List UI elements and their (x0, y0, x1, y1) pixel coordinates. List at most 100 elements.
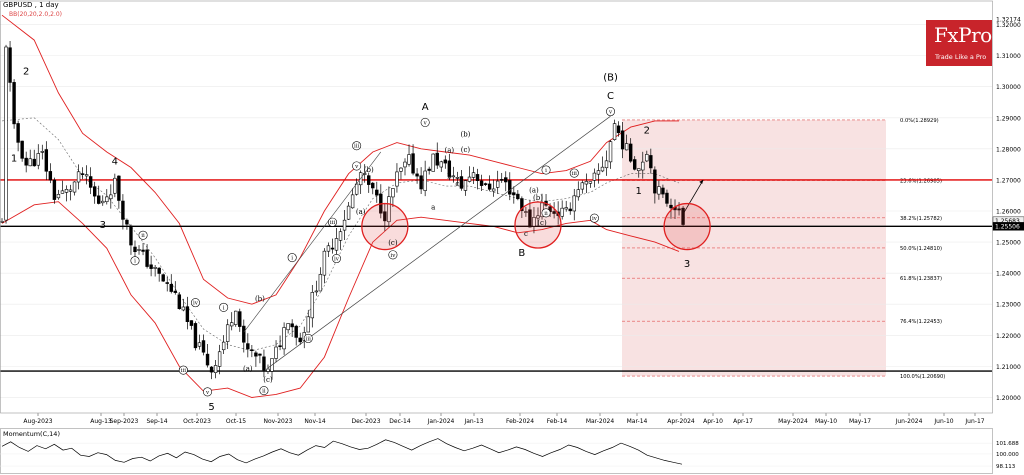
bull-candle (60, 190, 65, 194)
bull-candle (455, 177, 460, 179)
letter-label: (c) (461, 146, 471, 154)
bear-candle (145, 249, 149, 267)
fib-level-label: 50.0%(1.24810) (900, 246, 942, 252)
bull-candle (217, 351, 222, 367)
wave-label: 3 (684, 259, 690, 270)
bear-candle (411, 153, 415, 174)
bull-candle (572, 195, 576, 212)
bear-candle (12, 82, 16, 125)
bull-candle (0, 221, 4, 223)
bull-candle (338, 231, 343, 241)
bull-candle (101, 200, 105, 204)
bull-candle (105, 196, 109, 203)
bear-candle (246, 343, 250, 350)
bull-candle (109, 194, 113, 200)
bear-candle (238, 311, 242, 327)
bull-candle (403, 161, 407, 168)
bear-candle (475, 174, 480, 181)
bear-candle (117, 175, 121, 201)
bull-candle (72, 181, 77, 193)
bear-candle (161, 274, 165, 282)
letter-label: (a) (356, 208, 366, 216)
bear-candle (20, 140, 24, 159)
bull-candle (524, 211, 528, 213)
momentum-tick-label: 100.000 (996, 452, 1019, 458)
bear-candle (620, 130, 625, 150)
bull-candle (113, 177, 117, 194)
bull-candle (4, 46, 8, 221)
bull-candle (584, 181, 589, 185)
bear-candle (205, 353, 210, 366)
bull-candle (36, 153, 40, 166)
bull-candle (64, 189, 69, 193)
bear-candle (48, 171, 53, 181)
roman-label: i (134, 259, 136, 265)
price-tag-box (992, 222, 1024, 231)
roman-label: iii (330, 220, 336, 226)
bull-candle (266, 368, 270, 372)
bear-candle (201, 340, 206, 353)
bear-candle (185, 306, 190, 322)
bear-candle (92, 186, 97, 197)
bear-candle (628, 143, 633, 162)
bull-candle (536, 215, 540, 219)
bear-candle (447, 160, 452, 177)
target-arrow (682, 179, 704, 215)
roman-label-circle (420, 117, 430, 127)
bull-candle (310, 292, 315, 319)
bear-candle (258, 353, 262, 356)
fib-level-label: 61.8%(1.23837) (900, 276, 942, 282)
bear-candle (24, 157, 28, 166)
y-tick-label: 1.24000 (996, 271, 1021, 278)
middle-band (1, 117, 680, 352)
wave-label: 2 (23, 66, 29, 77)
bear-candle (367, 175, 371, 185)
letter-label: (a) (243, 365, 253, 373)
highlight-circle (663, 202, 711, 251)
bear-candle (633, 159, 637, 170)
x-tick-label: Sep-2023 (110, 418, 139, 425)
bear-candle (415, 173, 419, 177)
bull-candle (282, 327, 286, 350)
fxpro-logo: FxPro Trade Like a Pro (926, 20, 992, 66)
bull-candle (423, 170, 427, 191)
bull-candle (467, 176, 472, 182)
bear-candle (250, 349, 254, 351)
roman-label: iv (334, 257, 340, 263)
wave-label: C (607, 91, 614, 102)
letter-label: c (524, 230, 528, 238)
roman-label-circle (606, 107, 616, 117)
horizontal-levels (0, 179, 992, 372)
roman-label: i (223, 305, 225, 311)
momentum-tick-label: 101.688 (996, 441, 1019, 447)
x-tick-label: May-2024 (778, 418, 808, 425)
bear-candle (16, 123, 20, 143)
bull-candle (334, 238, 339, 251)
bear-candle (8, 47, 12, 83)
bear-candle (512, 192, 516, 196)
chart-title: GBPUSD , 1 day (3, 1, 59, 9)
bear-candle (294, 325, 298, 338)
bull-candle (399, 167, 403, 172)
bear-candle (149, 264, 153, 269)
roman-label-circle (541, 208, 551, 218)
bear-candle (528, 209, 532, 228)
indicator-title: BB(20,20,2.0,2.0) (9, 11, 62, 18)
roman-label-circle (178, 365, 188, 375)
wave-label: 5 (208, 402, 214, 413)
roman-label: v (354, 164, 359, 170)
bull-candle (463, 180, 468, 191)
bull-candle (274, 346, 278, 359)
bear-candle (52, 179, 57, 200)
roman-label-circle (589, 213, 599, 223)
bear-candle (177, 294, 182, 310)
x-tick-label: Jan-13 (463, 418, 483, 425)
momentum-line (1, 438, 683, 465)
wave-label: (B) (603, 72, 618, 83)
bear-candle (290, 323, 294, 328)
roman-label: iii (181, 368, 187, 374)
bull-candle (40, 151, 45, 153)
roman-label: v (423, 120, 428, 126)
bear-candle (383, 211, 387, 222)
bull-candle (28, 158, 32, 167)
